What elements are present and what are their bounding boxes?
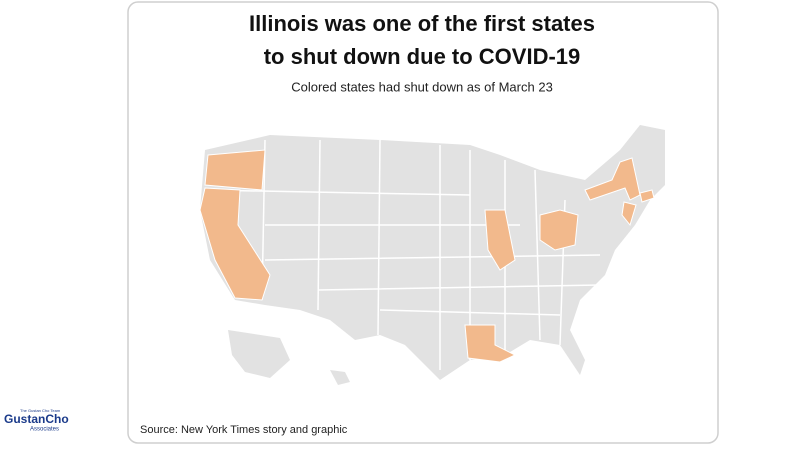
shut-down-states	[199, 149, 655, 363]
us-outline	[200, 125, 665, 380]
title: to shut down due to COVID-19	[264, 44, 581, 69]
illinois	[484, 209, 516, 271]
logo-tagline: The Gustan Cho Team	[20, 408, 61, 413]
louisiana	[464, 324, 517, 363]
new-jersey	[621, 201, 637, 227]
us-map	[199, 125, 665, 385]
oregon	[204, 149, 266, 191]
subtitle: Colored states had shut down as of March…	[291, 79, 553, 94]
connecticut	[639, 189, 655, 203]
california	[199, 187, 271, 301]
alaska	[228, 330, 290, 378]
ohio	[539, 209, 579, 251]
source: Source: New York Times story and graphic	[140, 424, 348, 436]
state-borders	[204, 139, 601, 370]
title: Illinois was one of the first states	[249, 11, 595, 36]
logo: The Gustan Cho Team GustanCho Associates	[4, 408, 69, 433]
logo-name: GustanCho	[4, 412, 69, 426]
hawaii	[330, 370, 350, 385]
logo-sub: Associates	[30, 427, 59, 433]
